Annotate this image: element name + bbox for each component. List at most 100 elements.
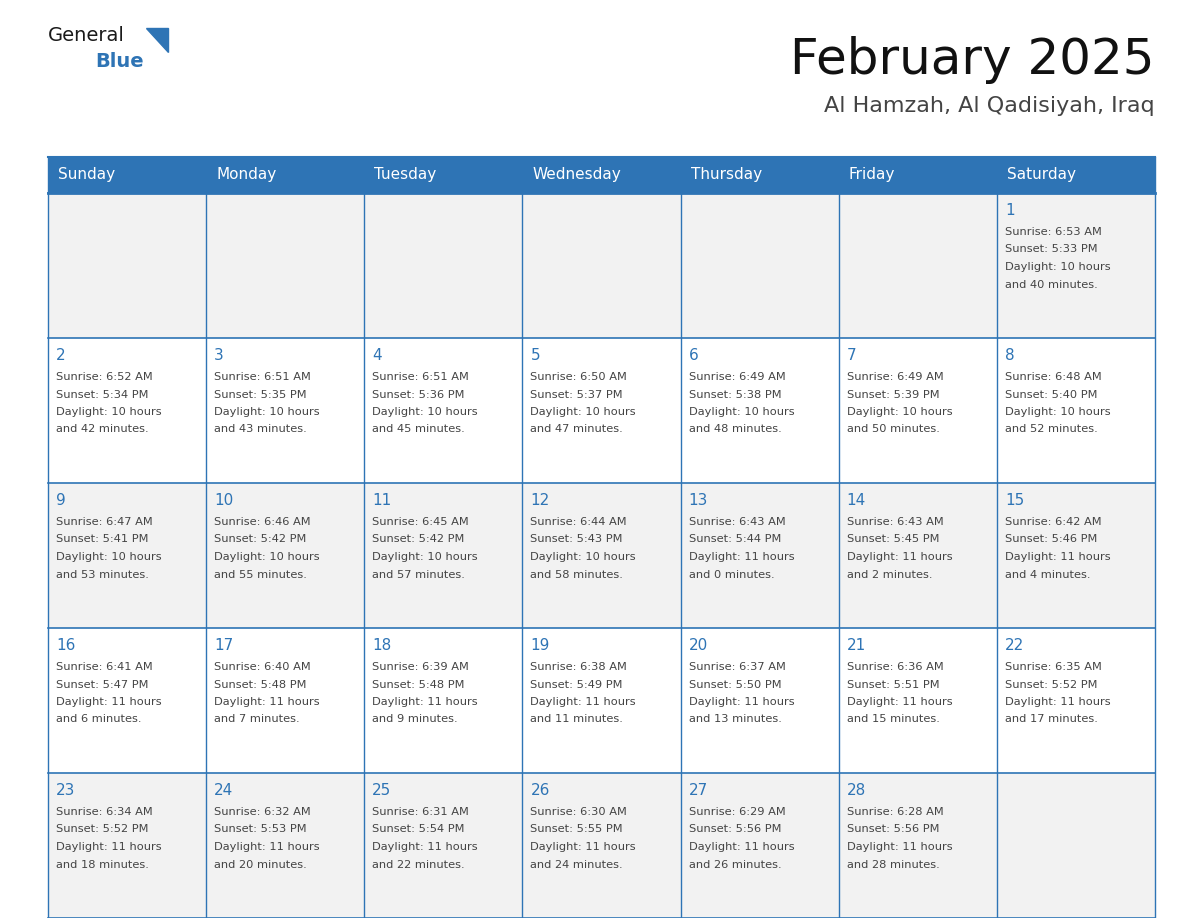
- Text: and 45 minutes.: and 45 minutes.: [372, 424, 465, 434]
- Text: Thursday: Thursday: [690, 167, 762, 183]
- Text: 1: 1: [1005, 203, 1015, 218]
- Text: Daylight: 10 hours: Daylight: 10 hours: [56, 552, 162, 562]
- Text: Daylight: 11 hours: Daylight: 11 hours: [56, 697, 162, 707]
- Text: Sunset: 5:41 PM: Sunset: 5:41 PM: [56, 534, 148, 544]
- Text: Daylight: 11 hours: Daylight: 11 hours: [214, 842, 320, 852]
- Text: Sunset: 5:56 PM: Sunset: 5:56 PM: [847, 824, 940, 834]
- Text: Sunrise: 6:35 AM: Sunrise: 6:35 AM: [1005, 662, 1101, 672]
- Text: Daylight: 10 hours: Daylight: 10 hours: [56, 407, 162, 417]
- Text: and 20 minutes.: and 20 minutes.: [214, 859, 307, 869]
- Text: Sunrise: 6:47 AM: Sunrise: 6:47 AM: [56, 517, 153, 527]
- Text: Sunrise: 6:30 AM: Sunrise: 6:30 AM: [530, 807, 627, 817]
- Text: 25: 25: [372, 783, 392, 798]
- Text: Sunrise: 6:53 AM: Sunrise: 6:53 AM: [1005, 227, 1101, 237]
- Text: Sunrise: 6:36 AM: Sunrise: 6:36 AM: [847, 662, 943, 672]
- Text: Sunset: 5:36 PM: Sunset: 5:36 PM: [372, 389, 465, 399]
- Text: Daylight: 11 hours: Daylight: 11 hours: [372, 697, 478, 707]
- Text: and 11 minutes.: and 11 minutes.: [530, 714, 624, 724]
- Text: Sunrise: 6:43 AM: Sunrise: 6:43 AM: [847, 517, 943, 527]
- Text: Sunset: 5:51 PM: Sunset: 5:51 PM: [847, 679, 940, 689]
- Text: and 22 minutes.: and 22 minutes.: [372, 859, 465, 869]
- Text: 27: 27: [689, 783, 708, 798]
- Text: Sunset: 5:45 PM: Sunset: 5:45 PM: [847, 534, 940, 544]
- Text: Al Hamzah, Al Qadisiyah, Iraq: Al Hamzah, Al Qadisiyah, Iraq: [824, 96, 1155, 116]
- Polygon shape: [146, 28, 168, 52]
- Text: and 40 minutes.: and 40 minutes.: [1005, 279, 1098, 289]
- Text: Sunrise: 6:44 AM: Sunrise: 6:44 AM: [530, 517, 627, 527]
- Text: Sunset: 5:42 PM: Sunset: 5:42 PM: [372, 534, 465, 544]
- Text: 14: 14: [847, 493, 866, 508]
- Text: Sunrise: 6:31 AM: Sunrise: 6:31 AM: [372, 807, 469, 817]
- Text: and 52 minutes.: and 52 minutes.: [1005, 424, 1098, 434]
- Text: and 7 minutes.: and 7 minutes.: [214, 714, 299, 724]
- Text: Daylight: 11 hours: Daylight: 11 hours: [1005, 552, 1111, 562]
- Text: Sunrise: 6:37 AM: Sunrise: 6:37 AM: [689, 662, 785, 672]
- Text: Saturday: Saturday: [1007, 167, 1076, 183]
- Text: Daylight: 11 hours: Daylight: 11 hours: [847, 552, 953, 562]
- Text: Sunrise: 6:32 AM: Sunrise: 6:32 AM: [214, 807, 311, 817]
- Text: and 55 minutes.: and 55 minutes.: [214, 569, 307, 579]
- Text: and 58 minutes.: and 58 minutes.: [530, 569, 624, 579]
- Text: Sunset: 5:35 PM: Sunset: 5:35 PM: [214, 389, 307, 399]
- Bar: [48, 773, 1155, 918]
- Text: 7: 7: [847, 348, 857, 363]
- Text: Sunset: 5:48 PM: Sunset: 5:48 PM: [214, 679, 307, 689]
- Text: and 42 minutes.: and 42 minutes.: [56, 424, 148, 434]
- Text: February 2025: February 2025: [790, 36, 1155, 84]
- Text: Sunrise: 6:34 AM: Sunrise: 6:34 AM: [56, 807, 153, 817]
- Text: Tuesday: Tuesday: [374, 167, 436, 183]
- Text: and 15 minutes.: and 15 minutes.: [847, 714, 940, 724]
- Text: Sunset: 5:56 PM: Sunset: 5:56 PM: [689, 824, 781, 834]
- Text: Daylight: 10 hours: Daylight: 10 hours: [530, 407, 636, 417]
- Text: and 13 minutes.: and 13 minutes.: [689, 714, 782, 724]
- Text: Daylight: 10 hours: Daylight: 10 hours: [530, 552, 636, 562]
- Text: 13: 13: [689, 493, 708, 508]
- Text: and 43 minutes.: and 43 minutes.: [214, 424, 307, 434]
- Text: 5: 5: [530, 348, 541, 363]
- Text: Sunset: 5:48 PM: Sunset: 5:48 PM: [372, 679, 465, 689]
- Bar: [48, 338, 1155, 483]
- Text: 23: 23: [56, 783, 75, 798]
- Text: Daylight: 11 hours: Daylight: 11 hours: [214, 697, 320, 707]
- Text: Sunset: 5:55 PM: Sunset: 5:55 PM: [530, 824, 623, 834]
- Text: 21: 21: [847, 638, 866, 653]
- Text: Daylight: 10 hours: Daylight: 10 hours: [214, 407, 320, 417]
- Text: Daylight: 11 hours: Daylight: 11 hours: [847, 697, 953, 707]
- Text: Sunset: 5:34 PM: Sunset: 5:34 PM: [56, 389, 148, 399]
- Text: Daylight: 10 hours: Daylight: 10 hours: [1005, 262, 1111, 272]
- Text: and 6 minutes.: and 6 minutes.: [56, 714, 141, 724]
- Text: Sunrise: 6:51 AM: Sunrise: 6:51 AM: [214, 372, 311, 382]
- Text: and 18 minutes.: and 18 minutes.: [56, 859, 148, 869]
- Text: Blue: Blue: [95, 52, 144, 71]
- Text: Sunset: 5:46 PM: Sunset: 5:46 PM: [1005, 534, 1098, 544]
- Text: Sunrise: 6:29 AM: Sunrise: 6:29 AM: [689, 807, 785, 817]
- Text: Daylight: 11 hours: Daylight: 11 hours: [530, 697, 636, 707]
- Text: and 28 minutes.: and 28 minutes.: [847, 859, 940, 869]
- Text: 12: 12: [530, 493, 550, 508]
- Text: Sunset: 5:47 PM: Sunset: 5:47 PM: [56, 679, 148, 689]
- Text: Sunset: 5:43 PM: Sunset: 5:43 PM: [530, 534, 623, 544]
- Text: and 9 minutes.: and 9 minutes.: [372, 714, 457, 724]
- Text: Sunset: 5:33 PM: Sunset: 5:33 PM: [1005, 244, 1098, 254]
- Text: and 48 minutes.: and 48 minutes.: [689, 424, 782, 434]
- Text: Sunset: 5:44 PM: Sunset: 5:44 PM: [689, 534, 781, 544]
- Text: Sunrise: 6:46 AM: Sunrise: 6:46 AM: [214, 517, 311, 527]
- Bar: [48, 628, 1155, 773]
- Text: Daylight: 11 hours: Daylight: 11 hours: [372, 842, 478, 852]
- Text: Sunrise: 6:51 AM: Sunrise: 6:51 AM: [372, 372, 469, 382]
- Text: 2: 2: [56, 348, 65, 363]
- Text: Sunrise: 6:52 AM: Sunrise: 6:52 AM: [56, 372, 153, 382]
- Text: 9: 9: [56, 493, 65, 508]
- Text: and 0 minutes.: and 0 minutes.: [689, 569, 775, 579]
- Text: and 17 minutes.: and 17 minutes.: [1005, 714, 1098, 724]
- Text: Sunrise: 6:38 AM: Sunrise: 6:38 AM: [530, 662, 627, 672]
- Text: Daylight: 10 hours: Daylight: 10 hours: [372, 407, 478, 417]
- Text: and 47 minutes.: and 47 minutes.: [530, 424, 624, 434]
- Text: 15: 15: [1005, 493, 1024, 508]
- Text: Daylight: 11 hours: Daylight: 11 hours: [689, 552, 795, 562]
- Bar: [48, 157, 1155, 193]
- Text: Sunrise: 6:28 AM: Sunrise: 6:28 AM: [847, 807, 943, 817]
- Text: and 24 minutes.: and 24 minutes.: [530, 859, 623, 869]
- Text: Daylight: 10 hours: Daylight: 10 hours: [847, 407, 953, 417]
- Text: Sunrise: 6:40 AM: Sunrise: 6:40 AM: [214, 662, 311, 672]
